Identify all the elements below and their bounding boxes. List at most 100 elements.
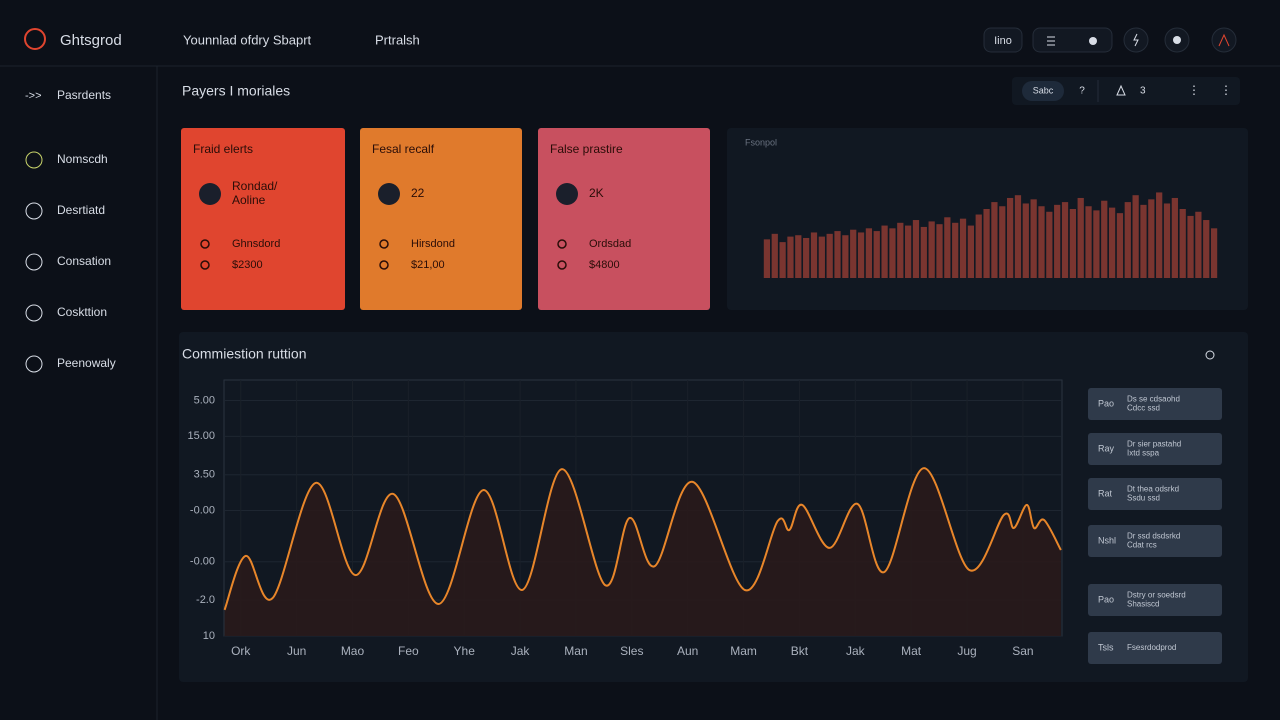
legend-code: Pao <box>1098 398 1114 408</box>
more-icon[interactable]: ⋮ <box>1220 83 1232 97</box>
legend-text: Ssdu ssd <box>1127 494 1160 503</box>
logo-icon <box>24 28 46 50</box>
more-icon[interactable]: ⋮ <box>1188 83 1200 97</box>
bar <box>999 206 1006 278</box>
tab[interactable]: Younnlad ofdry Sbaprt <box>183 32 312 47</box>
legend-item[interactable] <box>1088 632 1222 664</box>
bar <box>1132 195 1139 278</box>
icon-group[interactable] <box>1032 27 1113 53</box>
card-lead: Rondad/ <box>232 179 278 193</box>
bar <box>818 236 825 278</box>
card-lead: 22 <box>411 186 425 200</box>
bolt-icon <box>1133 33 1139 47</box>
legend-item[interactable] <box>1088 433 1222 465</box>
icon-button[interactable] <box>1211 27 1237 53</box>
x-tick-label: Mam <box>730 644 757 658</box>
x-tick-label: Mat <box>901 644 922 658</box>
bar <box>779 242 786 278</box>
section-title: Payers I moriales <box>182 83 290 99</box>
nav-item[interactable]: Desrtiatd <box>57 203 105 217</box>
legend-item[interactable] <box>1088 478 1222 510</box>
card-lead: Aoline <box>232 193 266 207</box>
bar <box>975 214 982 278</box>
legend-item[interactable] <box>1088 388 1222 420</box>
card-row: $21,00 <box>411 259 445 271</box>
bar <box>1046 211 1053 278</box>
bar <box>1156 192 1163 278</box>
card <box>538 128 710 310</box>
legend-text: Ixtd sspa <box>1127 449 1160 458</box>
legend-code: Nshl <box>1098 535 1116 545</box>
x-tick-label: Man <box>564 644 587 658</box>
x-tick-label: Aun <box>677 644 698 658</box>
legend-text: Ds se cdsaohd <box>1127 395 1180 404</box>
legend-item[interactable] <box>1088 525 1222 557</box>
y-tick-label: 10 <box>203 630 215 642</box>
bar <box>842 235 849 278</box>
legend-text: Shasiscd <box>1127 600 1159 609</box>
bar <box>1195 211 1202 278</box>
legend-item[interactable] <box>1088 584 1222 616</box>
bar <box>952 222 959 278</box>
back-link[interactable]: Pasrdents <box>57 88 111 102</box>
toolbar-label: 3 <box>1140 86 1146 97</box>
nav-item[interactable]: Peenowaly <box>57 356 116 370</box>
bar <box>1093 210 1100 278</box>
bar <box>928 221 935 278</box>
card-title: Fraid elerts <box>193 142 253 156</box>
bar <box>1014 195 1022 278</box>
line-chart-title: Commiestion ruttion <box>182 346 307 362</box>
bar <box>1085 206 1092 278</box>
legend-code: Rat <box>1098 488 1113 498</box>
bar <box>1006 197 1014 278</box>
toolbar-label[interactable]: ? <box>1079 86 1085 97</box>
nav-item[interactable]: Coskttion <box>57 305 107 319</box>
card-title: False prastire <box>550 142 623 156</box>
bar <box>771 233 778 278</box>
nav-icon <box>25 253 43 271</box>
header-button-label: Iino <box>994 35 1012 47</box>
nav-item[interactable]: Consation <box>57 254 111 268</box>
bar <box>1061 202 1069 278</box>
y-tick-label: 15.00 <box>187 430 215 442</box>
x-tick-label: Jug <box>957 644 976 658</box>
bar <box>1038 206 1045 278</box>
bar <box>991 202 998 278</box>
bar <box>803 237 810 278</box>
card-row: Ghnsdord <box>232 238 280 250</box>
bar <box>905 225 912 278</box>
bar <box>787 236 794 278</box>
toolbar-pill[interactable] <box>1022 81 1064 101</box>
bar <box>1171 197 1178 278</box>
card-lead: 2K <box>589 186 604 200</box>
back-arrow[interactable]: ->> <box>25 90 42 102</box>
bar <box>850 229 857 278</box>
bar <box>944 217 951 278</box>
header-button[interactable] <box>983 27 1023 53</box>
x-tick-label: Sles <box>620 644 643 658</box>
legend-text: Cdat rcs <box>1127 541 1157 550</box>
x-tick-label: Feo <box>398 644 419 658</box>
menu-icon <box>1047 36 1055 46</box>
nav-icon <box>25 304 43 322</box>
alert-icon <box>1218 33 1230 47</box>
toolbar-label: Sabc <box>1033 85 1054 95</box>
tab[interactable]: Prtralsh <box>375 32 420 47</box>
bar <box>763 239 771 278</box>
bar <box>1108 207 1116 278</box>
refresh-icon[interactable] <box>1205 350 1215 360</box>
bar <box>936 224 943 278</box>
card-icon <box>556 183 578 205</box>
bar <box>1148 199 1155 278</box>
nav-item[interactable]: Nomscdh <box>57 152 108 166</box>
bar <box>1163 203 1171 278</box>
row-icon <box>379 239 389 249</box>
card-icon <box>199 183 221 205</box>
bar <box>1101 200 1108 278</box>
bar <box>1030 199 1037 278</box>
bar <box>1069 209 1076 278</box>
bar <box>1140 204 1147 278</box>
settings-icon <box>1089 37 1097 45</box>
